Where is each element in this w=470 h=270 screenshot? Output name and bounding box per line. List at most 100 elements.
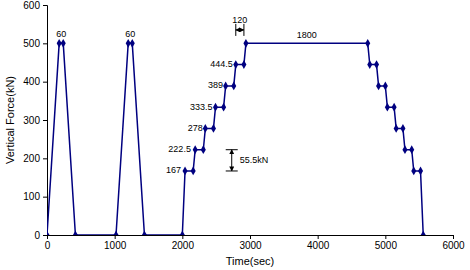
marker	[193, 145, 198, 154]
marker	[365, 39, 370, 48]
tick: 300	[23, 115, 47, 126]
tick-label: 1000	[104, 240, 127, 251]
tick-mark	[43, 82, 47, 83]
marker	[394, 124, 399, 133]
annotation-arrow	[236, 29, 244, 30]
marker	[243, 39, 248, 48]
marker	[130, 39, 135, 48]
tick: 600	[23, 0, 47, 11]
annotation-arrow-end	[226, 170, 238, 171]
marker	[221, 103, 226, 112]
tick: 500	[23, 38, 47, 49]
tick-mark	[43, 197, 47, 198]
tick-mark	[453, 235, 454, 239]
marker	[142, 231, 147, 235]
tick-mark	[43, 120, 47, 121]
chart: 0 1000 2000 3000 4000 5000 6000 0 100 200 300 400 50…	[0, 0, 470, 270]
marker	[421, 231, 426, 235]
marker	[383, 82, 388, 91]
tick: 0	[34, 230, 47, 241]
tick-label: 3000	[239, 240, 262, 251]
tick: 2000	[172, 235, 195, 251]
marker	[180, 231, 185, 235]
annotation: 278	[188, 123, 203, 133]
axis-line	[43, 6, 48, 236]
tick: 6000	[442, 235, 465, 251]
marker	[47, 231, 50, 235]
marker	[201, 145, 206, 154]
marker	[231, 82, 236, 91]
marker	[223, 82, 228, 91]
tick-label: 0	[34, 230, 40, 241]
y-axis: 0 100 200 300 400 500 600	[23, 0, 47, 241]
tick-label: 500	[23, 38, 40, 49]
annotation: 333.5	[190, 102, 213, 112]
marker	[385, 103, 390, 112]
annotation: 167	[166, 165, 181, 175]
marker	[409, 145, 414, 154]
marker	[233, 60, 238, 69]
marker	[203, 124, 208, 133]
annotation: 1800	[297, 30, 317, 40]
plot: 0 1000 2000 3000 4000 5000 6000 0 100 200 300 400 50…	[23, 0, 465, 251]
annotation: 120	[232, 15, 247, 25]
tick: 3000	[239, 235, 262, 251]
marker	[73, 231, 78, 235]
marker	[211, 124, 216, 133]
y-axis-title: Vertical Force(kN)	[4, 76, 16, 164]
axis-line	[48, 236, 454, 240]
marker	[114, 231, 119, 235]
tick-label: 300	[23, 115, 40, 126]
tick-mark	[115, 235, 116, 239]
tick-mark	[43, 158, 47, 159]
tick: 400	[23, 76, 47, 87]
tick-mark	[182, 235, 183, 239]
tick: 5000	[375, 235, 398, 251]
tick: 100	[23, 191, 47, 202]
marker	[213, 103, 218, 112]
tick-label: 6000	[442, 240, 465, 251]
tick-label: 600	[23, 0, 40, 11]
annotation: 60	[125, 29, 135, 39]
marker	[411, 167, 416, 176]
tick-label: 2000	[172, 240, 195, 251]
tick-mark	[43, 43, 47, 44]
annotation: 60	[56, 29, 66, 39]
annotation-arrow	[231, 150, 232, 171]
annotation-arrow-end	[226, 149, 238, 150]
annotation: 389	[208, 80, 223, 90]
tick-mark	[250, 235, 251, 239]
marker	[402, 145, 407, 154]
annotation-arrow-end	[243, 24, 244, 36]
tick-label: 200	[23, 153, 40, 164]
marker	[241, 60, 246, 69]
annotation: 55.5kN	[240, 155, 269, 165]
line	[47, 43, 423, 235]
annotation: 444.5	[210, 59, 233, 69]
tick: 1000	[104, 235, 127, 251]
marker	[400, 124, 405, 133]
tick-label: 5000	[375, 240, 398, 251]
x-axis-title: Time(sec)	[226, 255, 274, 267]
marker	[418, 167, 423, 176]
marker	[374, 60, 379, 69]
annotations: 60 60 167 222.5 278 333.5 389 444.5 120 1800 55.5k…	[56, 15, 317, 176]
tick-mark	[318, 235, 319, 239]
tick-label: 4000	[307, 240, 330, 251]
series	[47, 39, 426, 235]
tick-mark	[43, 5, 47, 6]
marker	[61, 39, 66, 48]
tick-label: 0	[45, 240, 51, 251]
tick: 0	[45, 235, 51, 251]
marker	[183, 167, 188, 176]
marker	[376, 82, 381, 91]
tick: 200	[23, 153, 47, 164]
tick-mark	[43, 235, 47, 236]
x-axis: 0 1000 2000 3000 4000 5000 6000	[45, 235, 465, 251]
marker	[392, 103, 397, 112]
tick: 4000	[307, 235, 330, 251]
marker	[191, 167, 196, 176]
annotation: 222.5	[168, 144, 191, 154]
tick-label: 400	[23, 76, 40, 87]
tick-label: 100	[23, 191, 40, 202]
